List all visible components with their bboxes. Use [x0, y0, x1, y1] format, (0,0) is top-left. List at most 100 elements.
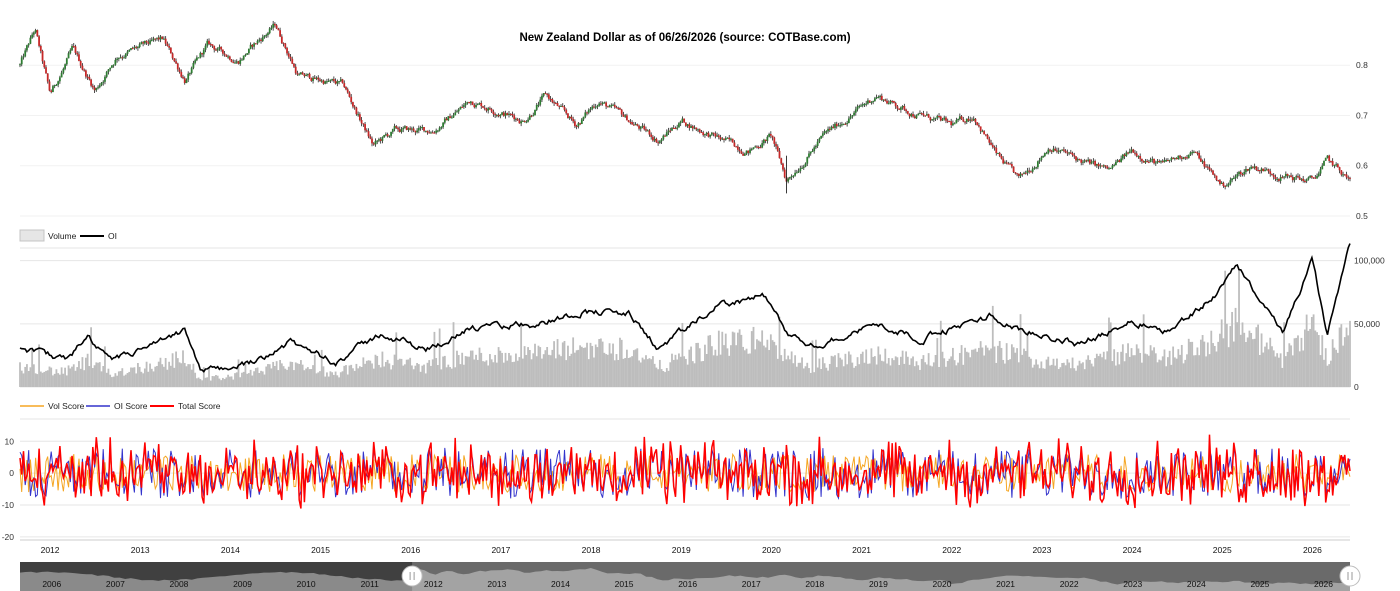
candle-body: [683, 118, 686, 123]
candle-body: [45, 67, 47, 74]
candle-body: [86, 76, 89, 78]
candle-body: [1349, 177, 1351, 179]
volume-bar: [1125, 353, 1128, 387]
candle-body: [547, 94, 550, 99]
candle-body: [619, 108, 621, 110]
score-legend[interactable]: Vol Score OI Score Total Score: [20, 401, 221, 411]
volume-bar: [830, 355, 833, 387]
navigator-handle-right[interactable]: [1339, 565, 1361, 587]
vol-score-legend-label[interactable]: Vol Score: [48, 401, 85, 411]
oi-score-legend-label[interactable]: OI Score: [114, 401, 148, 411]
candle-body: [79, 60, 82, 66]
candle-body: [984, 134, 987, 136]
volume-legend-label[interactable]: Volume: [48, 231, 77, 241]
volume-bar: [1066, 359, 1069, 387]
candle-body: [438, 127, 441, 131]
volume-bar: [794, 355, 797, 387]
candle-body: [398, 129, 401, 132]
volume-bar: [138, 366, 141, 387]
volume-bar: [1036, 364, 1039, 387]
candle-body: [842, 123, 845, 125]
volume-bar: [636, 348, 639, 387]
volume-bar: [1317, 335, 1320, 387]
navigator-handle-left[interactable]: [401, 565, 423, 587]
volume-bar: [156, 366, 158, 387]
candle-body: [34, 30, 37, 33]
volume-bar: [554, 358, 557, 387]
candle-body: [1284, 173, 1287, 177]
volume-bar: [417, 364, 420, 387]
volume-bar: [1314, 330, 1317, 387]
volume-bar: [41, 372, 44, 387]
volume-bar: [520, 324, 523, 387]
candle-body: [1229, 180, 1232, 184]
volume-bar: [72, 364, 75, 387]
candle-body: [258, 39, 261, 41]
candle-body: [816, 141, 819, 146]
candle-body: [749, 149, 751, 153]
volume-bar: [811, 340, 814, 387]
oi-legend-label[interactable]: OI: [108, 231, 117, 241]
volume-bar: [1238, 270, 1240, 387]
volume-bar: [934, 354, 937, 387]
candle-body: [1179, 155, 1181, 158]
candle-body: [575, 126, 578, 128]
volume-bar: [964, 347, 966, 387]
candle-body: [1016, 173, 1018, 175]
volume-oi-legend[interactable]: Volume OI: [19, 229, 117, 242]
volume-bar: [752, 326, 755, 387]
volume-bar: [1193, 355, 1195, 387]
candle-body: [979, 126, 982, 132]
candle-body: [1154, 162, 1157, 164]
candle-body: [169, 47, 172, 54]
handle-knob[interactable]: [1339, 565, 1361, 587]
candle-body: [242, 55, 245, 60]
navigator-selection[interactable]: [412, 562, 1350, 591]
candle-body: [705, 132, 708, 135]
volume-bar: [1284, 356, 1287, 387]
candle-body: [1170, 157, 1173, 160]
volume-bar: [1104, 359, 1107, 387]
volume-bar: [1040, 361, 1043, 387]
candle-body: [726, 137, 729, 139]
candle-body: [1142, 161, 1145, 163]
volume-bar: [1160, 360, 1162, 387]
candle-body: [211, 44, 214, 46]
candle-body: [672, 127, 675, 129]
candle-body: [137, 47, 139, 49]
volume-bar: [965, 351, 968, 387]
volume-bar: [690, 346, 692, 387]
candle-body: [1264, 169, 1266, 172]
volume-bar: [1083, 369, 1086, 387]
candle-body: [473, 104, 476, 108]
candle-body: [128, 49, 131, 52]
candle-body: [1078, 159, 1081, 161]
volume-bar: [1335, 349, 1338, 387]
candle-body: [247, 48, 250, 54]
candle-body: [1094, 160, 1096, 166]
candle-body: [1130, 149, 1133, 152]
candle-body: [442, 122, 445, 128]
volume-bar: [1007, 360, 1010, 387]
volume-bar: [130, 367, 132, 387]
handle-knob[interactable]: [401, 565, 423, 587]
volume-bar: [178, 362, 181, 387]
volume-bar: [1050, 364, 1053, 387]
candle-body: [508, 113, 510, 115]
candle-body: [1220, 182, 1223, 184]
total-score-legend-label[interactable]: Total Score: [178, 401, 221, 411]
candle-body: [986, 134, 989, 139]
candle-body: [558, 106, 561, 108]
volume-bar: [442, 356, 445, 387]
navigator[interactable]: 2006 2007 2008 2009 2010 2011 2012 2013 2014 2015…: [20, 562, 1361, 591]
volume-bar: [232, 379, 235, 387]
candle-body: [964, 121, 966, 123]
candle-body: [1253, 166, 1256, 168]
volume-bar: [53, 373, 56, 387]
candle-body: [58, 77, 61, 82]
volume-bar: [482, 361, 484, 387]
candle-body: [948, 121, 951, 123]
candle-body: [296, 73, 299, 75]
candle-body: [119, 57, 122, 59]
candle-body: [546, 93, 549, 95]
